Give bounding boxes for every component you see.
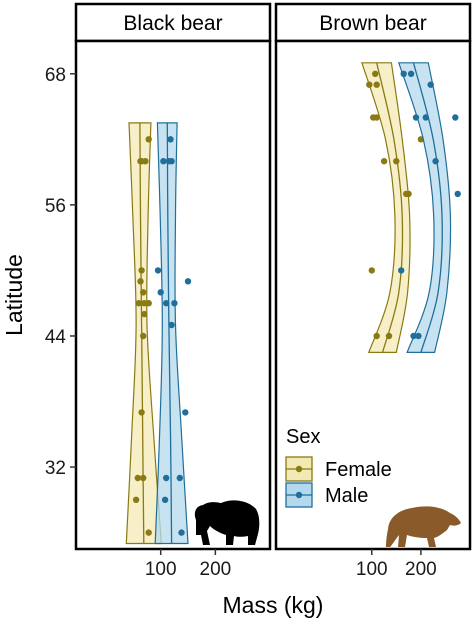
data-point-female: [141, 310, 148, 318]
legend: Sex Female Male: [285, 426, 392, 508]
data-point-female: [145, 136, 152, 143]
x-tick-label: 200: [200, 559, 232, 580]
legend-label-female: Female: [325, 459, 392, 481]
data-point-female: [380, 158, 388, 165]
black-bear-silhouette: [194, 500, 260, 545]
data-point-female: [140, 474, 147, 482]
x-ticks-black-bear: 100 200: [145, 549, 231, 580]
x-axis-title: Mass (kg): [223, 592, 324, 618]
brown-bear-silhouette: [386, 506, 461, 547]
data-point-female: [373, 81, 380, 88]
legend-title: Sex: [286, 426, 320, 448]
data-point-female: [137, 278, 144, 285]
data-point-male: [454, 190, 461, 198]
confidence-band-female: [361, 62, 411, 353]
data-point-female: [141, 300, 148, 307]
data-point-female: [138, 409, 145, 416]
data-point-female: [373, 114, 380, 121]
fit-line-female: [139, 122, 145, 544]
data-point-male: [160, 158, 167, 165]
data-point-female: [373, 332, 380, 340]
data-point-female: [145, 529, 152, 536]
panel-brown-bear: Brown bear 100 200: [274, 2, 472, 580]
legend-key-point-male: [295, 491, 303, 499]
data-point-male: [167, 136, 174, 143]
data-point-female: [134, 474, 141, 482]
data-point-male: [178, 529, 185, 536]
data-point-female: [142, 158, 149, 165]
series-layer-black-bear: [125, 122, 192, 545]
data-point-male: [163, 300, 170, 307]
data-point-female: [385, 332, 393, 340]
data-point-male: [407, 70, 415, 78]
data-point-male: [427, 81, 434, 88]
y-tick-label: 56: [45, 196, 66, 217]
data-point-female: [372, 70, 379, 78]
data-point-female: [140, 289, 147, 296]
data-point-male: [157, 289, 164, 296]
x-tick-label: 200: [405, 559, 437, 580]
data-point-male: [161, 496, 169, 503]
strip-brown-bear: [274, 2, 472, 43]
x-tick-label: 100: [356, 559, 388, 580]
y-tick-label: 32: [45, 458, 66, 479]
data-point-male: [410, 332, 417, 340]
data-point-male: [452, 114, 459, 121]
y-tick-label: 68: [45, 65, 66, 86]
panel-black-bear: Black bear 100 200: [74, 2, 272, 580]
data-point-male: [422, 114, 429, 121]
y-axis-title: Latitude: [1, 254, 27, 336]
y-axis: 32 44 56 68: [45, 65, 76, 479]
data-point-male: [398, 267, 405, 274]
data-point-female: [405, 190, 412, 198]
data-point-male: [168, 321, 175, 329]
y-tick-label: 44: [45, 327, 67, 348]
x-tick-label: 100: [145, 559, 177, 580]
series-layer-brown-bear: [361, 62, 461, 353]
confidence-band-male: [154, 122, 189, 545]
x-ticks-brown-bear: 100 200: [356, 549, 437, 580]
data-point-female: [393, 158, 400, 165]
data-point-male: [163, 474, 170, 482]
data-point-male: [171, 300, 178, 307]
legend-label-male: Male: [325, 485, 368, 507]
data-point-male: [432, 158, 439, 165]
data-point-female: [140, 332, 147, 340]
data-point-female: [366, 81, 373, 88]
data-point-female: [145, 300, 152, 307]
data-point-female: [132, 496, 140, 503]
data-point-male: [415, 332, 422, 340]
fit-line-male: [412, 62, 443, 353]
data-point-female: [368, 267, 375, 274]
data-point-male: [182, 409, 189, 416]
data-point-male: [176, 474, 183, 482]
confidence-band-male: [397, 62, 452, 353]
legend-entry-male: Male: [285, 482, 368, 508]
data-point-male: [168, 158, 175, 165]
data-point-male: [412, 114, 420, 121]
fit-line-female: [376, 62, 404, 353]
data-point-female: [135, 300, 142, 307]
legend-key-point-female: [295, 465, 303, 473]
strip-label-black-bear: Black bear: [123, 12, 222, 35]
legend-entry-female: Female: [285, 456, 392, 482]
data-point-male: [184, 278, 192, 285]
strip-label-brown-bear: Brown bear: [319, 12, 426, 35]
data-point-female: [138, 267, 145, 274]
data-point-male: [400, 70, 407, 78]
data-point-male: [154, 267, 162, 274]
